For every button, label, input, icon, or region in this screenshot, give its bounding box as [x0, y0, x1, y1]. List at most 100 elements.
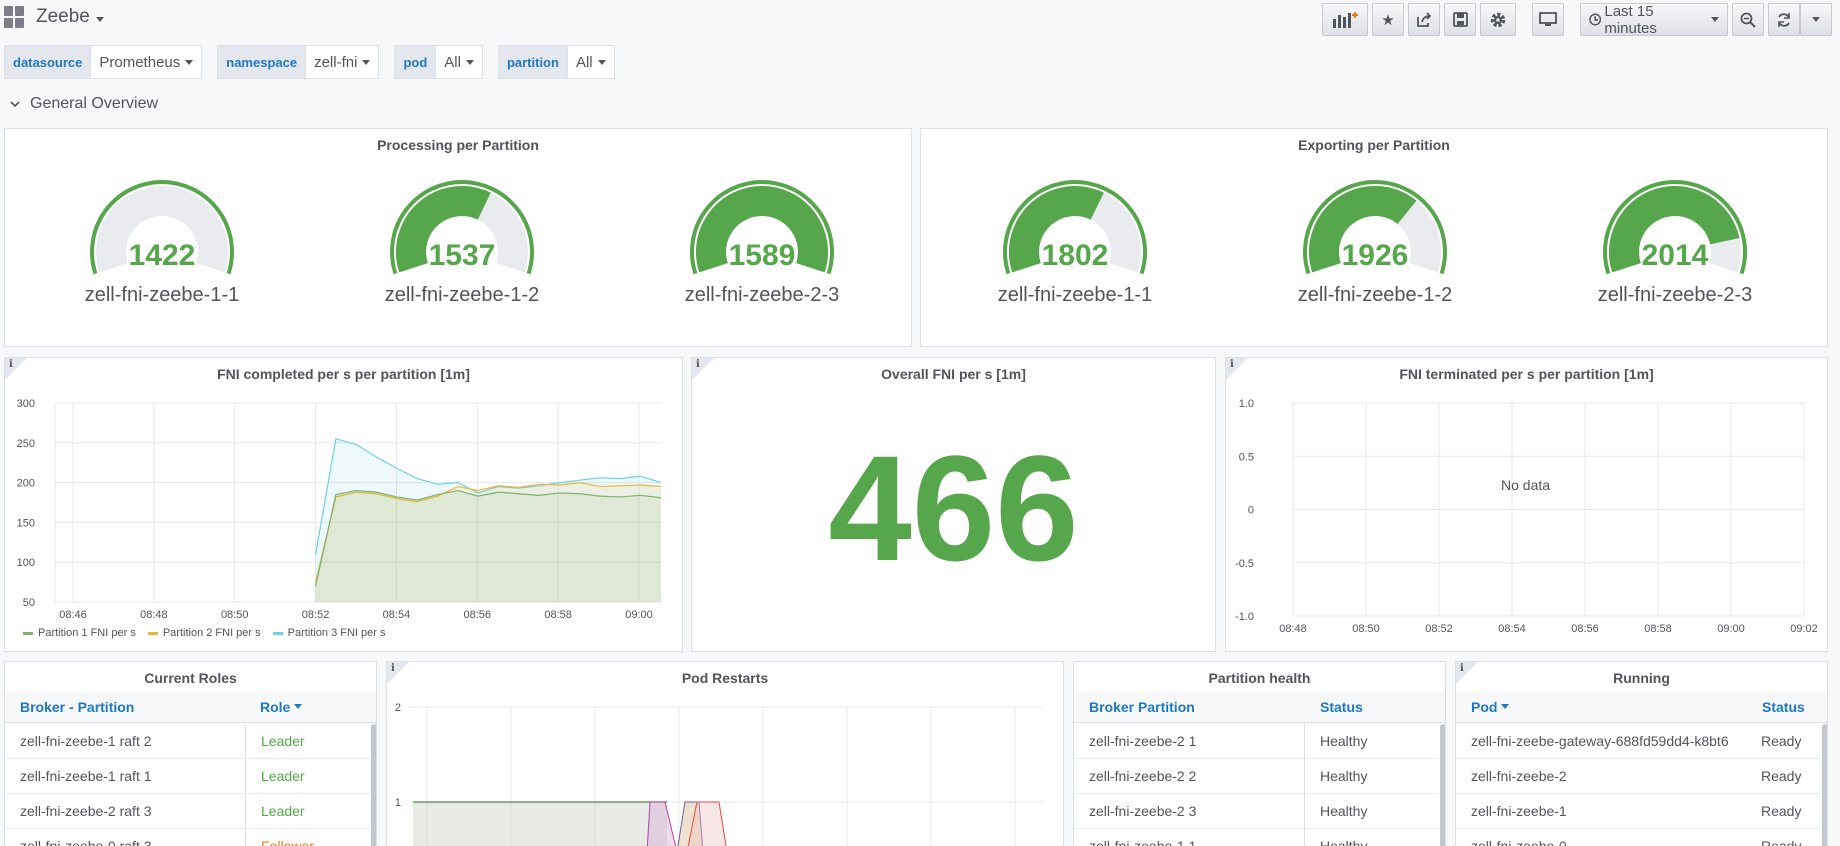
star-button[interactable]: ★ [1372, 3, 1404, 36]
tv-mode-button[interactable] [1532, 3, 1564, 36]
gauge-value: 1926 [1341, 239, 1409, 272]
partition-health-panel: Partition health Broker Partition Status… [1073, 661, 1446, 846]
panel-title[interactable]: Pod Restarts [681, 670, 769, 686]
y-tick-label: 0.5 [1239, 451, 1254, 463]
datasource-select[interactable]: Prometheus [91, 45, 203, 79]
panel-title[interactable]: Partition health [1208, 670, 1311, 686]
fni-terminated-chart[interactable]: 1.0 0.5 0 -0.5 -1.0 08:48 08:50 08:52 08:54 08:56… [1226, 358, 1829, 648]
table-cell: zell-fni-zeebe-gateway-688fd59dd4-k8bt6 [1471, 733, 1729, 749]
pod-select[interactable]: All [436, 45, 483, 79]
column-header-status[interactable]: Status [1762, 698, 1805, 715]
x-tick-label: 08:56 [464, 609, 492, 618]
variable-datasource: datasource Prometheus [4, 45, 203, 79]
column-header-broker-partition[interactable]: Broker Partition [1089, 698, 1195, 715]
table-cell: zell-fni-zeebe-0 raft 3 [20, 838, 152, 846]
legend-label: Partition 1 FNI per s [38, 627, 136, 639]
partition-select[interactable]: All [567, 45, 615, 79]
info-icon: i [696, 359, 700, 370]
table-cell: zell-fni-zeebe-0 [1471, 838, 1567, 846]
table-cell: Ready [1761, 838, 1802, 846]
table-header: Broker - Partition Role [5, 691, 376, 723]
variable-value: zell-fni [314, 53, 358, 71]
add-panel-button[interactable] [1322, 3, 1368, 36]
series-area [315, 482, 661, 602]
time-picker-button[interactable]: Last 15 minutes [1580, 3, 1728, 37]
scrollbar[interactable] [371, 724, 376, 846]
x-tick-label: 09:00 [1717, 623, 1745, 635]
gauge: 1422 zell-fni-zeebe-1-1 [32, 129, 292, 309]
table-cell: zell-fni-zeebe-1 raft 2 [20, 733, 152, 749]
panel-info-corner[interactable] [387, 662, 409, 684]
panel-title[interactable]: Current Roles [144, 670, 237, 686]
gauge-arc [1603, 180, 1747, 275]
share-icon [1417, 11, 1432, 27]
gauge-value: 1537 [428, 239, 496, 272]
x-tick-label: 08:54 [383, 609, 411, 618]
monitor-icon [1539, 12, 1557, 26]
namespace-select[interactable]: zell-fni [306, 45, 380, 79]
scrollbar[interactable] [1822, 724, 1827, 846]
panel-title[interactable]: Processing per Partition [377, 137, 539, 153]
star-icon: ★ [1381, 11, 1395, 29]
table-cell: zell-fni-zeebe-1 1 [1089, 838, 1197, 846]
variable-label: datasource [4, 45, 92, 79]
panel-info-corner[interactable] [692, 358, 714, 380]
dashboard-title[interactable]: Zeebe [36, 6, 90, 27]
variable-value: Prometheus [99, 53, 181, 71]
x-tick-label: 08:58 [1644, 623, 1672, 635]
panel-title[interactable]: Exporting per Partition [1298, 137, 1450, 153]
table-cell: zell-fni-zeebe-1 [1471, 803, 1567, 819]
variable-value: All [444, 53, 461, 71]
dashboard-picker[interactable]: Zeebe [4, 6, 104, 28]
table-cell: zell-fni-zeebe-2 2 [1089, 768, 1197, 784]
table-row: zell-fni-zeebe-1 raft 1 Leader [5, 758, 370, 794]
column-header-role[interactable]: Role [260, 699, 303, 715]
legend-swatch [23, 631, 33, 635]
pod-restarts-chart[interactable]: 21 [387, 662, 1064, 846]
exporting-per-partition-panel: Exporting per Partition 1802 zell-fni-ze… [920, 128, 1828, 347]
chevron-down-icon [10, 101, 20, 108]
table-cell: zell-fni-zeebe-2 raft 3 [20, 803, 152, 819]
x-tick-label: 08:56 [1571, 623, 1599, 635]
panel-info-corner[interactable] [1226, 358, 1248, 380]
y-tick-label: 1 [395, 797, 401, 809]
x-tick-label: 08:52 [302, 609, 330, 618]
panel-info-corner[interactable] [1456, 662, 1478, 684]
row-general-overview[interactable]: General Overview [10, 95, 158, 113]
panel-title[interactable]: Overall FNI per s [1m] [881, 366, 1026, 382]
table-header: Broker Partition Status [1074, 691, 1445, 723]
settings-button[interactable] [1480, 3, 1516, 36]
panel-title[interactable]: FNI completed per s per partition [1m] [217, 366, 470, 382]
scrollbar[interactable] [1440, 724, 1445, 846]
gauge-label: zell-fni-zeebe-1-2 [384, 284, 540, 306]
table-row: zell-fni-zeebe-2 2 Healthy [1074, 758, 1439, 794]
refresh-interval-dropdown[interactable] [1800, 3, 1832, 36]
series-area [687, 801, 727, 846]
x-tick-label: 09:02 [1790, 623, 1818, 635]
legend-item[interactable]: Partition 1 FNI per s [23, 627, 136, 639]
column-header-broker-partition[interactable]: Broker - Partition [20, 698, 135, 715]
chevron-down-icon [465, 59, 474, 65]
y-tick-label: 2 [395, 702, 401, 714]
gauge-value: 1422 [128, 239, 196, 272]
variable-namespace: namespace zell-fni [217, 45, 380, 79]
column-header-pod[interactable]: Pod [1471, 699, 1510, 715]
panel-info-corner[interactable] [5, 358, 27, 380]
fni-completed-chart[interactable]: 50 100 150 200 250 300 08:46 08:48 08:50 08:52 08:… [5, 358, 684, 618]
legend-item[interactable]: Partition 3 FNI per s [272, 627, 385, 639]
refresh-button[interactable] [1768, 3, 1800, 36]
panel-title[interactable]: FNI terminated per s per partition [1m] [1399, 366, 1654, 382]
legend-swatch [272, 631, 283, 635]
gauge-threshold-ring [1303, 180, 1447, 275]
info-icon: i [1460, 663, 1464, 674]
panel-title[interactable]: Running [1613, 670, 1670, 686]
gauge-arc [90, 180, 234, 275]
legend-item[interactable]: Partition 2 FNI per s [147, 627, 261, 639]
column-header-status[interactable]: Status [1320, 698, 1363, 715]
zoom-out-button[interactable] [1732, 3, 1764, 36]
fni-completed-panel: i FNI completed per s per partition [1m]… [4, 357, 683, 652]
save-button[interactable] [1444, 3, 1476, 36]
legend-swatch [147, 631, 158, 635]
share-button[interactable] [1408, 3, 1440, 36]
